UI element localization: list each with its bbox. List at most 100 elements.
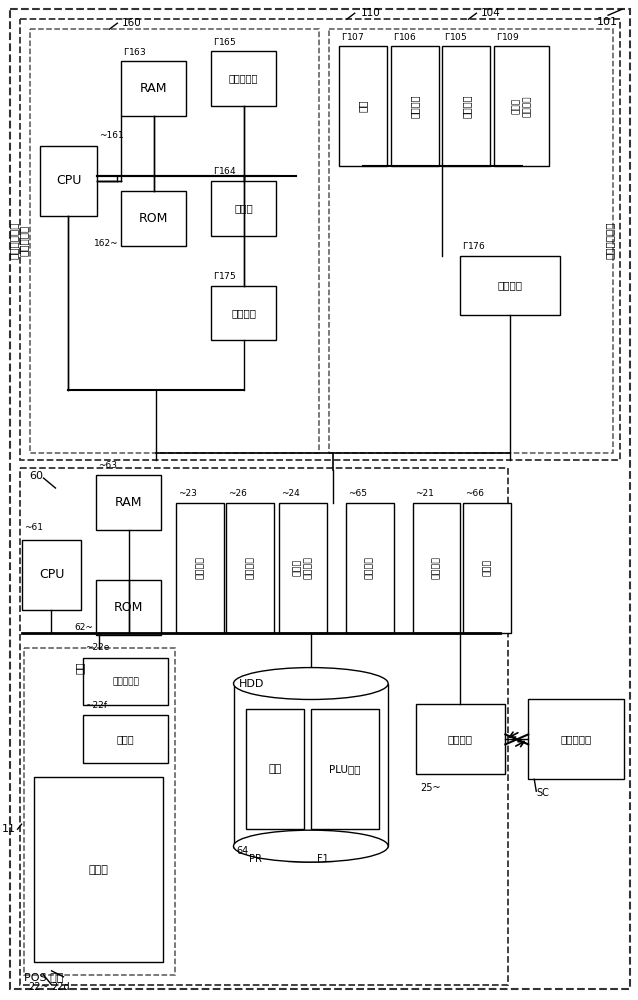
Bar [22, 540, 82, 610]
Bar [211, 181, 276, 236]
Text: RAM: RAM [140, 82, 168, 95]
Bar [461, 256, 560, 315]
Text: 显示、操作部: 显示、操作部 [605, 222, 615, 259]
Text: PLU文件: PLU文件 [329, 764, 360, 774]
Text: 键盘: 键盘 [358, 100, 367, 112]
Bar [443, 46, 491, 166]
Text: SC: SC [537, 788, 549, 798]
Text: $\Gamma$105: $\Gamma$105 [445, 31, 468, 42]
Bar [211, 51, 276, 106]
Text: $\Gamma$175: $\Gamma$175 [213, 270, 237, 281]
Text: ~63: ~63 [98, 461, 117, 470]
Text: RAM: RAM [115, 496, 142, 509]
Bar [96, 475, 161, 530]
Text: 22d: 22d [52, 982, 70, 992]
Bar [528, 699, 624, 779]
Bar [463, 503, 511, 633]
Bar [346, 503, 394, 633]
Bar [234, 846, 388, 862]
Text: 顾客用
显示设备: 顾客用 显示设备 [293, 556, 313, 579]
Text: 临时合计键: 临时合计键 [112, 677, 139, 686]
Bar [121, 191, 186, 246]
Ellipse shape [234, 668, 388, 699]
Text: $\Gamma$164: $\Gamma$164 [213, 165, 237, 176]
Text: 拉出装置: 拉出装置 [432, 556, 441, 579]
Text: $\Gamma$106: $\Gamma$106 [392, 31, 416, 42]
Text: ~161: ~161 [100, 131, 124, 140]
Bar [24, 648, 175, 975]
Text: $\Gamma$109: $\Gamma$109 [496, 31, 520, 42]
Text: 连接接口: 连接接口 [365, 556, 374, 579]
Bar [176, 503, 224, 633]
Bar [339, 46, 387, 166]
Text: ~26: ~26 [228, 489, 247, 498]
Text: 触摸面板: 触摸面板 [246, 556, 255, 579]
Text: ROM: ROM [114, 601, 144, 614]
Bar [211, 286, 276, 340]
Text: F1: F1 [317, 854, 329, 864]
Bar [40, 146, 98, 216]
Text: ~61: ~61 [24, 523, 43, 532]
Text: 显示设备: 显示设备 [410, 94, 420, 118]
Text: ~22f: ~22f [85, 701, 107, 710]
Text: 声音输出部: 声音输出部 [229, 74, 258, 84]
Bar [84, 658, 168, 705]
Bar [121, 61, 186, 116]
Text: 25~: 25~ [420, 783, 441, 793]
Text: 商品読取装置: 商品読取装置 [8, 222, 19, 259]
Bar [329, 29, 613, 453]
Text: 顾客用
显示设备: 顾客用 显示设备 [512, 95, 531, 117]
Bar [29, 29, 319, 453]
Text: 连接接口: 连接接口 [498, 281, 523, 291]
Bar [279, 503, 327, 633]
Text: 60: 60 [29, 471, 43, 481]
Text: 打印机: 打印机 [483, 559, 492, 576]
Text: CPU: CPU [56, 174, 81, 187]
Text: 通信接口: 通信接口 [448, 734, 473, 744]
Bar [311, 709, 379, 829]
Text: ~65: ~65 [348, 489, 367, 498]
Bar [234, 684, 388, 846]
Text: 程序: 程序 [269, 764, 281, 774]
Bar [34, 777, 163, 962]
Text: 101: 101 [597, 17, 618, 27]
Bar [20, 468, 508, 985]
Text: 数字键: 数字键 [89, 865, 108, 875]
Text: 110: 110 [361, 8, 380, 18]
Text: POS 终端: POS 终端 [24, 972, 63, 982]
Text: $\Gamma$176: $\Gamma$176 [463, 240, 486, 251]
Text: PR: PR [249, 854, 262, 864]
Text: ROM: ROM [139, 212, 168, 225]
Text: ~24: ~24 [281, 489, 300, 498]
Text: 合计键: 合计键 [117, 734, 135, 744]
Ellipse shape [234, 830, 388, 862]
Text: 连接接口: 连接接口 [231, 308, 256, 318]
Text: 22~: 22~ [29, 982, 49, 992]
Text: 162~: 162~ [94, 239, 118, 248]
Bar [494, 46, 549, 166]
Text: 64: 64 [236, 846, 248, 856]
Text: 摄像部: 摄像部 [234, 203, 253, 213]
Bar [413, 503, 461, 633]
Text: ~23: ~23 [178, 489, 197, 498]
Text: 104: 104 [480, 8, 500, 18]
Text: ~21: ~21 [415, 489, 433, 498]
Text: 62~: 62~ [75, 623, 93, 632]
Text: $\Gamma$165: $\Gamma$165 [213, 36, 237, 47]
Text: 键盘: 键盘 [75, 661, 84, 674]
Bar [415, 704, 505, 774]
Text: 存储计算机: 存储计算机 [561, 734, 592, 744]
Text: $\Gamma$107: $\Gamma$107 [341, 31, 364, 42]
Text: 160: 160 [121, 18, 141, 28]
Bar [226, 503, 274, 633]
Text: ~66: ~66 [466, 489, 484, 498]
Bar [84, 715, 168, 763]
Bar [246, 709, 304, 829]
Text: 显示设备: 显示设备 [196, 556, 205, 579]
Text: $\Gamma$163: $\Gamma$163 [123, 46, 147, 57]
Bar [390, 46, 438, 166]
Text: HDD: HDD [239, 679, 264, 689]
Text: CPU: CPU [39, 568, 64, 581]
Text: 触摸面板: 触摸面板 [461, 94, 471, 118]
Text: ~22e: ~22e [85, 643, 110, 652]
